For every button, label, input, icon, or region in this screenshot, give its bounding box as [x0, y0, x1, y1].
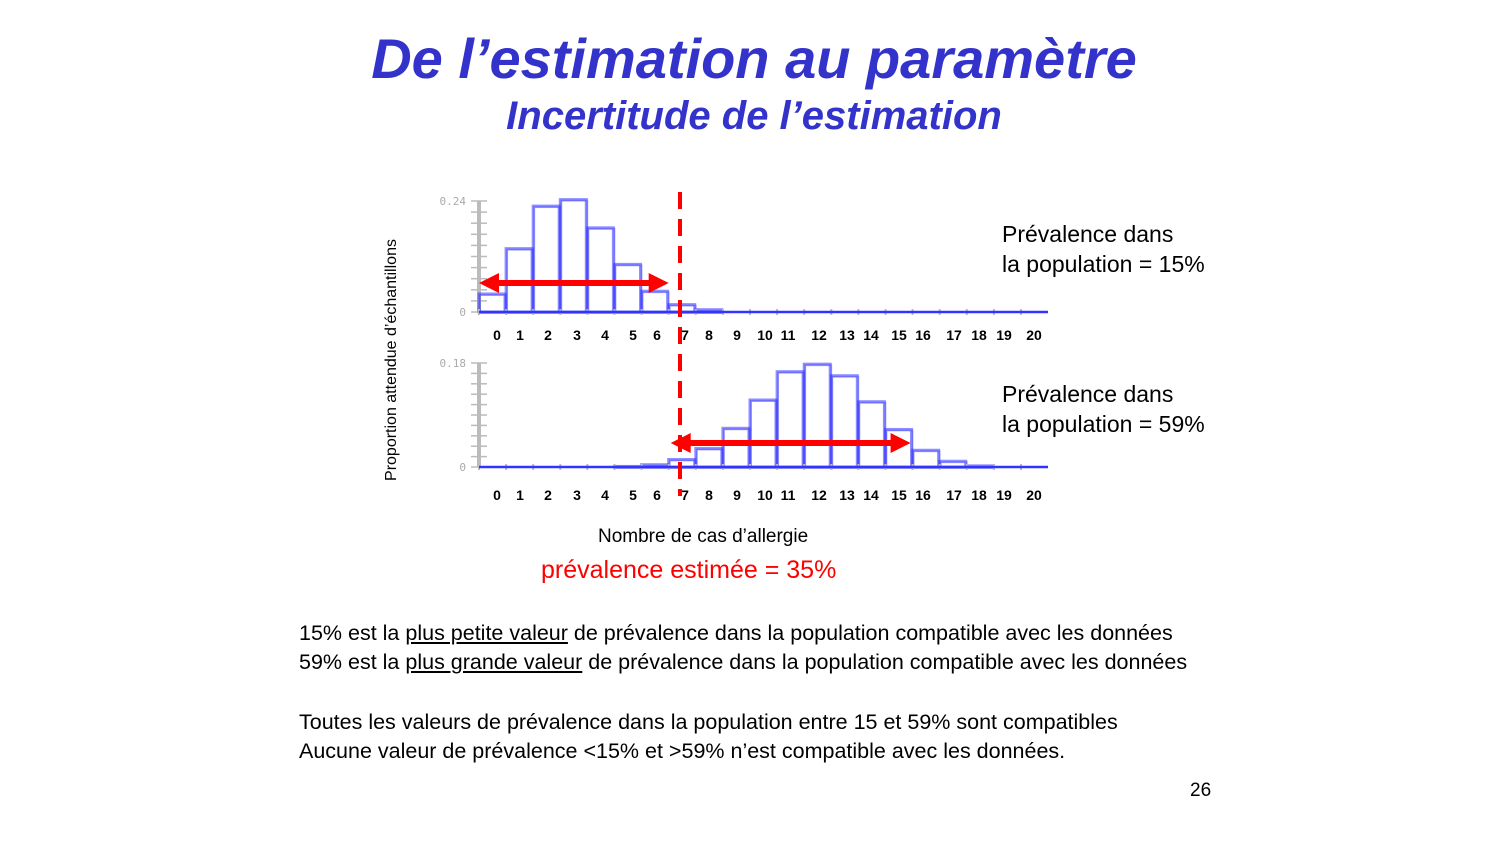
- bar: [775, 370, 805, 469]
- x-tick-label: 19: [996, 327, 1012, 343]
- x-tick-label: 5: [629, 487, 637, 503]
- svg-text:0: 0: [459, 461, 466, 474]
- svg-text:0.24: 0.24: [440, 195, 467, 208]
- bar: [748, 398, 778, 469]
- bar: [856, 400, 886, 469]
- bar: [558, 198, 588, 314]
- x-tick-label: 13: [839, 327, 855, 343]
- body-line-2: 59% est la plus grande valeur de prévale…: [299, 648, 1187, 677]
- bar: [911, 448, 941, 469]
- x-tick-label: 1: [516, 487, 524, 503]
- slide-subtitle: Incertitude de l’estimation: [506, 94, 1002, 138]
- x-tick-label: 11: [781, 487, 796, 503]
- bar: [613, 262, 642, 314]
- x-tick-label: 8: [705, 487, 713, 503]
- x-tick-label: 0: [493, 487, 501, 503]
- body-line-1-post: de prévalence dans la population compati…: [567, 621, 1173, 645]
- x-tick-label: 6: [653, 327, 661, 343]
- x-tick-label: 12: [811, 487, 827, 503]
- x-tick-label: 5: [629, 327, 637, 343]
- x-tick-label: 17: [946, 487, 962, 503]
- x-tick-label: 16: [915, 487, 931, 503]
- x-tick-label: 4: [601, 487, 609, 503]
- x-tick-label: 13: [839, 487, 855, 503]
- body-line-2-pre: 59% est la: [299, 650, 406, 674]
- x-tick-label: 7: [681, 487, 689, 503]
- x-tick-label: 1: [516, 327, 524, 343]
- x-tick-label: 14: [863, 487, 879, 503]
- x-tick-label: 18: [971, 327, 987, 343]
- bottom-note-line1: Prévalence dans: [1002, 381, 1174, 407]
- x-tick-label: 19: [996, 487, 1012, 503]
- x-tick-label: 11: [781, 327, 796, 343]
- x-tick-label: 18: [971, 487, 987, 503]
- page-number: 26: [1190, 780, 1212, 801]
- body-line-2-post: de prévalence dans la population compati…: [582, 650, 1188, 674]
- x-tick-label: 3: [573, 487, 581, 503]
- body-line-4: Aucune valeur de prévalence <15% et >59%…: [299, 739, 1066, 763]
- x-tick-label: 14: [863, 327, 879, 343]
- x-tick-label: 2: [544, 487, 552, 503]
- bar: [721, 426, 751, 469]
- svg-text:0.18: 0.18: [440, 357, 467, 370]
- body-line-3: Toutes les valeurs de prévalence dans la…: [299, 710, 1118, 734]
- bar: [585, 226, 615, 314]
- x-tick-label: 10: [757, 487, 773, 503]
- bottom-prevalence-note: Prévalence dans la population = 59%: [1002, 379, 1205, 439]
- slide-title: De l’estimation au paramètre: [371, 27, 1137, 90]
- x-tick-label: 16: [915, 327, 931, 343]
- underlined-largest-value: plus grande valeur: [405, 650, 583, 674]
- x-tick-label: 7: [681, 327, 689, 343]
- bar: [531, 204, 561, 314]
- x-tick-label: 17: [946, 327, 962, 343]
- top-prevalence-note: Prévalence dans la population = 15%: [1002, 219, 1205, 279]
- bar: [640, 289, 670, 314]
- top-note-line1: Prévalence dans: [1002, 221, 1174, 247]
- bar: [477, 292, 507, 314]
- bar: [694, 447, 724, 469]
- x-tick-label: 15: [891, 487, 907, 503]
- x-tick-label: 15: [891, 327, 907, 343]
- svg-text:0: 0: [459, 306, 466, 319]
- x-tick-label: 6: [653, 487, 661, 503]
- underlined-smallest-value: plus petite valeur: [405, 621, 568, 645]
- bar: [829, 374, 859, 469]
- x-tick-label: 20: [1026, 487, 1042, 503]
- x-axis-label: Nombre de cas d’allergie: [598, 526, 809, 547]
- bottom-note-line2: la population = 59%: [1002, 411, 1205, 437]
- x-tick-label: 3: [573, 327, 581, 343]
- x-tick-label: 9: [733, 487, 741, 503]
- x-tick-label: 8: [705, 327, 713, 343]
- x-tick-label: 10: [757, 327, 773, 343]
- x-tick-label: 12: [811, 327, 827, 343]
- x-tick-label: 4: [601, 327, 609, 343]
- x-tick-label: 2: [544, 327, 552, 343]
- y-axis-label: Proportion attendue d’échantillons: [383, 239, 400, 481]
- x-tick-label: 9: [733, 327, 741, 343]
- estimate-label: prévalence estimée = 35%: [541, 556, 837, 584]
- body-line-1: 15% est la plus petite valeur de prévale…: [299, 619, 1173, 648]
- body-line-1-pre: 15% est la: [299, 621, 406, 645]
- x-tick-label: 0: [493, 327, 501, 343]
- bar: [802, 362, 832, 469]
- interval-arrow: [479, 273, 669, 293]
- top-note-line2: la population = 15%: [1002, 251, 1205, 277]
- x-tick-label: 20: [1026, 327, 1042, 343]
